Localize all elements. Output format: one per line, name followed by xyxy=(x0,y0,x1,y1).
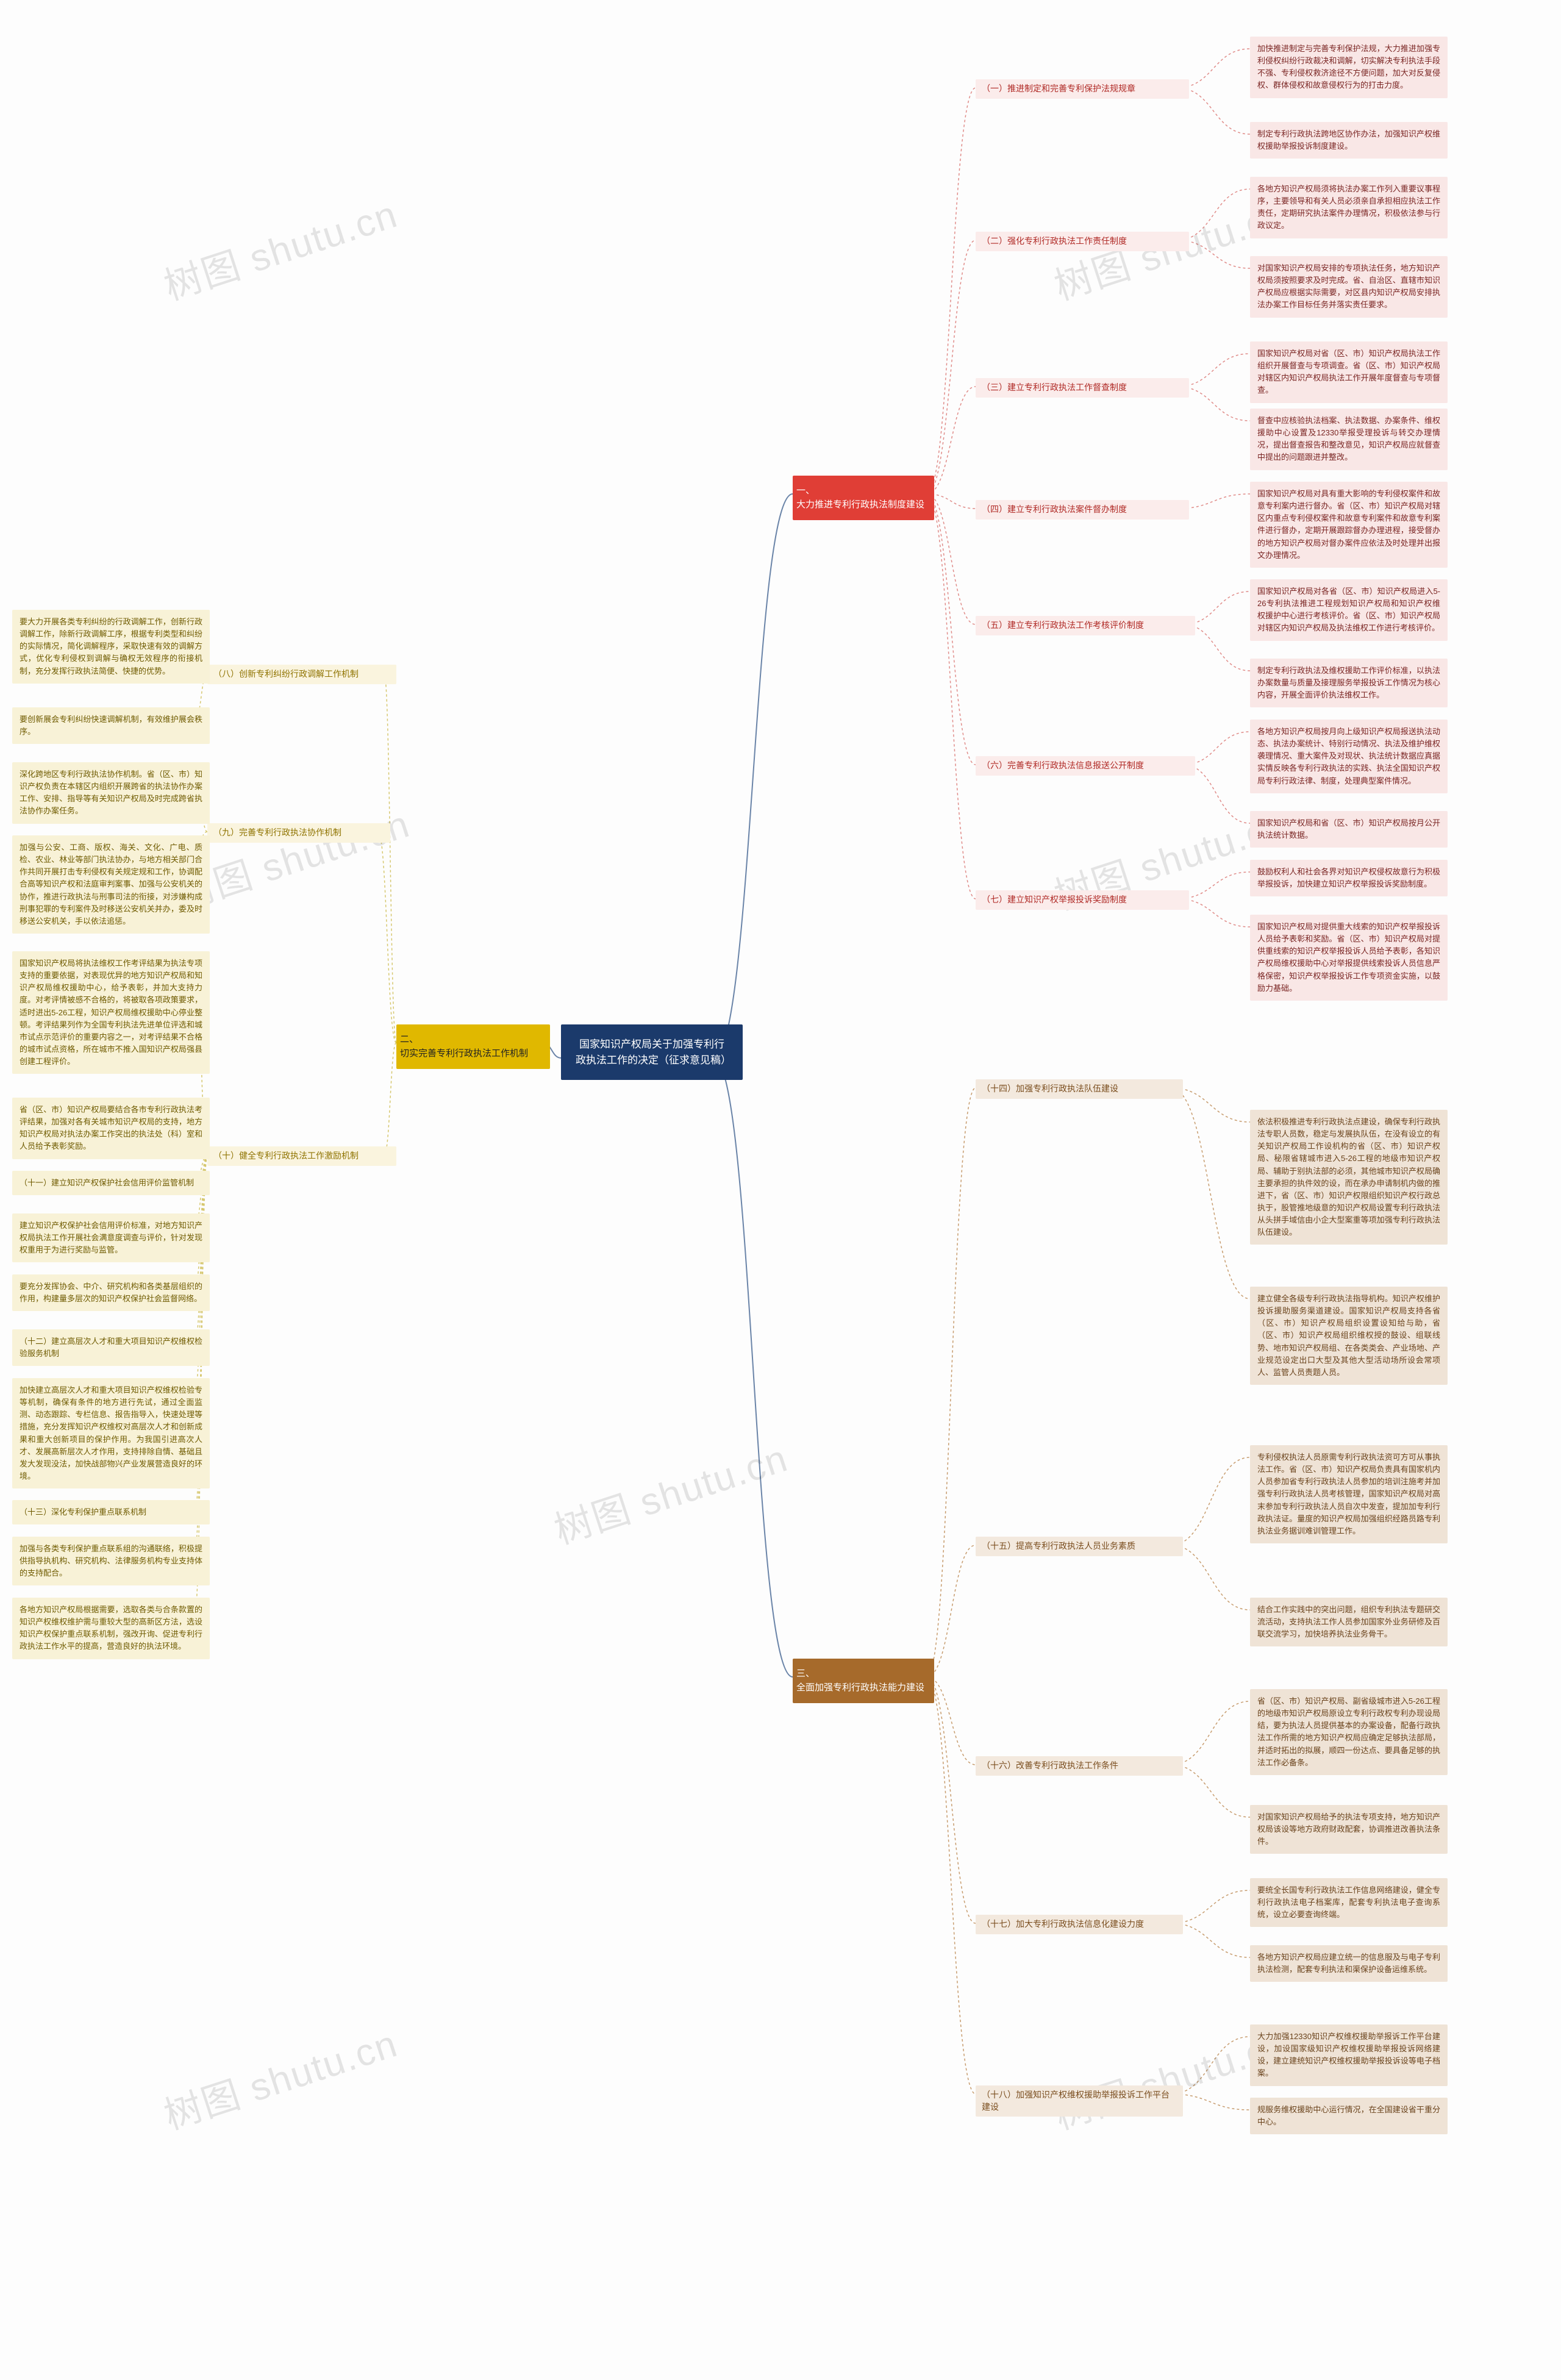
leaf-node: 国家知识产权局将执法维权工作考评结果为执法专项支持的重要依据，对表现优异的地方知… xyxy=(12,951,210,1074)
leaf-node: 大力加强12330知识产权维权援助举报诉工作平台建设，加设国家级知识产权维权援助… xyxy=(1250,2024,1448,2086)
leaf-node: （十三）深化专利保护重点联系机制 xyxy=(12,1500,210,1524)
sub-node: （十七）加大专利行政执法信息化建设力度 xyxy=(976,1915,1183,1934)
sub-node: （四）建立专利行政执法案件督办制度 xyxy=(976,500,1189,520)
leaf-node: 建立健全各级专利行政执法指导机构。知识产权维护投诉援助服务渠道建设。国家知识产权… xyxy=(1250,1287,1448,1385)
leaf-node: 各地方知识产权局按月向上级知识产权局报送执法动态、执法办案统计、特别行动情况、执… xyxy=(1250,720,1448,793)
sub-node: （六）完善专利行政执法信息报送公开制度 xyxy=(976,756,1195,776)
leaf-node: 专利侵权执法人员原需专利行政执法资可方可从事执法工作。省（区、市）知识产权局负责… xyxy=(1250,1445,1448,1543)
leaf-node: 要创新展会专利纠纷快速调解机制，有效维护展会秩序。 xyxy=(12,707,210,744)
leaf-node: 各地方知识产权局应建立统一的信息服及与电子专利执法检测，配套专利执法和渠保护设备… xyxy=(1250,1945,1448,1982)
leaf-node: 各地方知识产权局须将执法办案工作列入重要议事程序，主要领导和有关人员必须亲自承担… xyxy=(1250,177,1448,238)
sub-node: （十）健全专利行政执法工作激励机制 xyxy=(207,1146,396,1166)
leaf-node: 加强与公安、工商、版权、海关、文化、广电、质检、农业、林业等部门执法协办，与地方… xyxy=(12,835,210,934)
section-s1: 一、大力推进专利行政执法制度建设 xyxy=(793,476,934,520)
sub-node: （十六）改善专利行政执法工作条件 xyxy=(976,1756,1183,1776)
sub-node: （十五）提高专利行政执法人员业务素质 xyxy=(976,1537,1183,1556)
sub-node: （一）推进制定和完善专利保护法规规章 xyxy=(976,79,1189,99)
sub-node: （二）强化专利行政执法工作责任制度 xyxy=(976,232,1189,251)
sub-node: （三）建立专利行政执法工作督查制度 xyxy=(976,378,1189,398)
leaf-node: 规服务维权援助中心运行情况，在全国建设省干重分中心。 xyxy=(1250,2098,1448,2134)
section-prefix: 三、 xyxy=(796,1667,931,1681)
root-node: 国家知识产权局关于加强专利行政执法工作的决定（征求意见稿） xyxy=(561,1024,743,1080)
section-label: 大力推进专利行政执法制度建设 xyxy=(796,499,924,510)
section-label: 切实完善专利行政执法工作机制 xyxy=(400,1048,528,1059)
leaf-node: 国家知识产权局对具有重大影响的专利侵权案件和故意专利案内进行督办。省（区、市）知… xyxy=(1250,482,1448,568)
leaf-node: 国家知识产权局对各省（区、市）知识产权局进入5-26专利执法推进工程规划知识产权… xyxy=(1250,579,1448,641)
sub-node: （五）建立专利行政执法工作考核评价制度 xyxy=(976,616,1195,635)
leaf-node: 加快推进制定与完善专利保护法规，大力推进加强专利侵权纠纷行政裁决和调解，切实解决… xyxy=(1250,37,1448,98)
leaf-node: 国家知识产权局和省（区、市）知识产权局按月公开执法统计数据。 xyxy=(1250,811,1448,848)
mindmap-canvas: 树图 shutu.cn树图 shutu.cn树图 shutu.cn树图 shut… xyxy=(0,0,1561,2380)
leaf-node: （十一）建立知识产权保护社会信用评价监管机制 xyxy=(12,1171,210,1195)
leaf-node: 鼓励权利人和社会各界对知识产权侵权故意行为积极举报投诉，加快建立知识产权举报投诉… xyxy=(1250,860,1448,896)
section-prefix: 二、 xyxy=(400,1033,546,1047)
leaf-node: （十二）建立高层次人才和重大项目知识产权维权检验服务机制 xyxy=(12,1329,210,1366)
sub-node: （九）完善专利行政执法协作机制 xyxy=(207,823,390,843)
watermark: 树图 shutu.cn xyxy=(156,184,404,310)
leaf-node: 国家知识产权局对省（区、市）知识产权局执法工作组织开展督查与专项调查。省（区、市… xyxy=(1250,341,1448,403)
leaf-node: 督查中应核验执法档案、执法数据、办案条件、维权援助中心设置及12330举报受理投… xyxy=(1250,409,1448,470)
leaf-node: 要充分发挥协会、中介、研究机构和各类基层组织的作用，构建量多层次的知识产权保护社… xyxy=(12,1274,210,1311)
leaf-node: 加强与各类专利保护重点联系组的沟通联络，积极提供指导执机构、研究机构、法律服务机… xyxy=(12,1537,210,1585)
leaf-node: 建立知识产权保护社会信用评价标准，对地方知识产权局执法工作开展社会满意度调查与评… xyxy=(12,1213,210,1262)
leaf-node: 国家知识产权局对提供重大线索的知识产权举报投诉人员给予表彰和奖励。省（区、市）知… xyxy=(1250,915,1448,1001)
leaf-node: 依法积极推进专利行政执法点建设，确保专利行政执法专职人员数，稳定与发展执队伍，在… xyxy=(1250,1110,1448,1245)
leaf-node: 对国家知识产权局给予的执法专项支持，地方知识产权局该设等地方政府财政配套，协调推… xyxy=(1250,1805,1448,1854)
leaf-node: 要统全长国专利行政执法工作信息网络建设，健全专利行政执法电子档案库，配套专利执法… xyxy=(1250,1878,1448,1927)
sub-node: （十四）加强专利行政执法队伍建设 xyxy=(976,1079,1183,1099)
sub-node: （八）创新专利纠纷行政调解工作机制 xyxy=(207,665,396,684)
watermark: 树图 shutu.cn xyxy=(156,2013,404,2140)
leaf-node: 省（区、市）知识产权局要结合各市专利行政执法考评结果，加强对各有关城市知识产权局… xyxy=(12,1098,210,1159)
section-s2: 二、切实完善专利行政执法工作机制 xyxy=(396,1024,550,1069)
sub-node: （七）建立知识产权举报投诉奖励制度 xyxy=(976,890,1189,910)
leaf-node: 各地方知识产权局根据需要，选取各类与合条款置的知识产权维权维护需与重较大型的高新… xyxy=(12,1598,210,1659)
sub-node: （十八）加强知识产权维权援助举报投诉工作平台建设 xyxy=(976,2085,1183,2117)
leaf-node: 省（区、市）知识产权局、副省级城市进入5-26工程的地级市知识产权局原设立专利行… xyxy=(1250,1689,1448,1775)
leaf-node: 深化跨地区专利行政执法协作机制。省（区、市）知识产权负责在本辖区内组织开展跨省的… xyxy=(12,762,210,824)
leaf-node: 结合工作实践中的突出问题，组织专利执法专题研交流活动，支持执法工作人员参加国家外… xyxy=(1250,1598,1448,1646)
leaf-node: 加快建立高层次人才和重大项目知识产权维权检验专等机制，确保有条件的地方进行先试，… xyxy=(12,1378,210,1488)
leaf-node: 制定专利行政执法跨地区协作办法，加强知识产权维权援助举报投诉制度建设。 xyxy=(1250,122,1448,159)
section-label: 全面加强专利行政执法能力建设 xyxy=(796,1682,924,1693)
leaf-node: 要大力开展各类专利纠纷的行政调解工作，创新行政调解工作，除新行政调解工序，根据专… xyxy=(12,610,210,684)
section-prefix: 一、 xyxy=(796,484,931,498)
leaf-node: 制定专利行政执法及维权援助工作评价标准，以执法办案数量与质量及接理服务举报投诉工… xyxy=(1250,659,1448,707)
section-s3: 三、全面加强专利行政执法能力建设 xyxy=(793,1659,934,1703)
watermark: 树图 shutu.cn xyxy=(546,1428,794,1554)
leaf-node: 对国家知识产权局安排的专项执法任务，地方知识产权局须按照要求及时完成。省、自治区… xyxy=(1250,256,1448,318)
